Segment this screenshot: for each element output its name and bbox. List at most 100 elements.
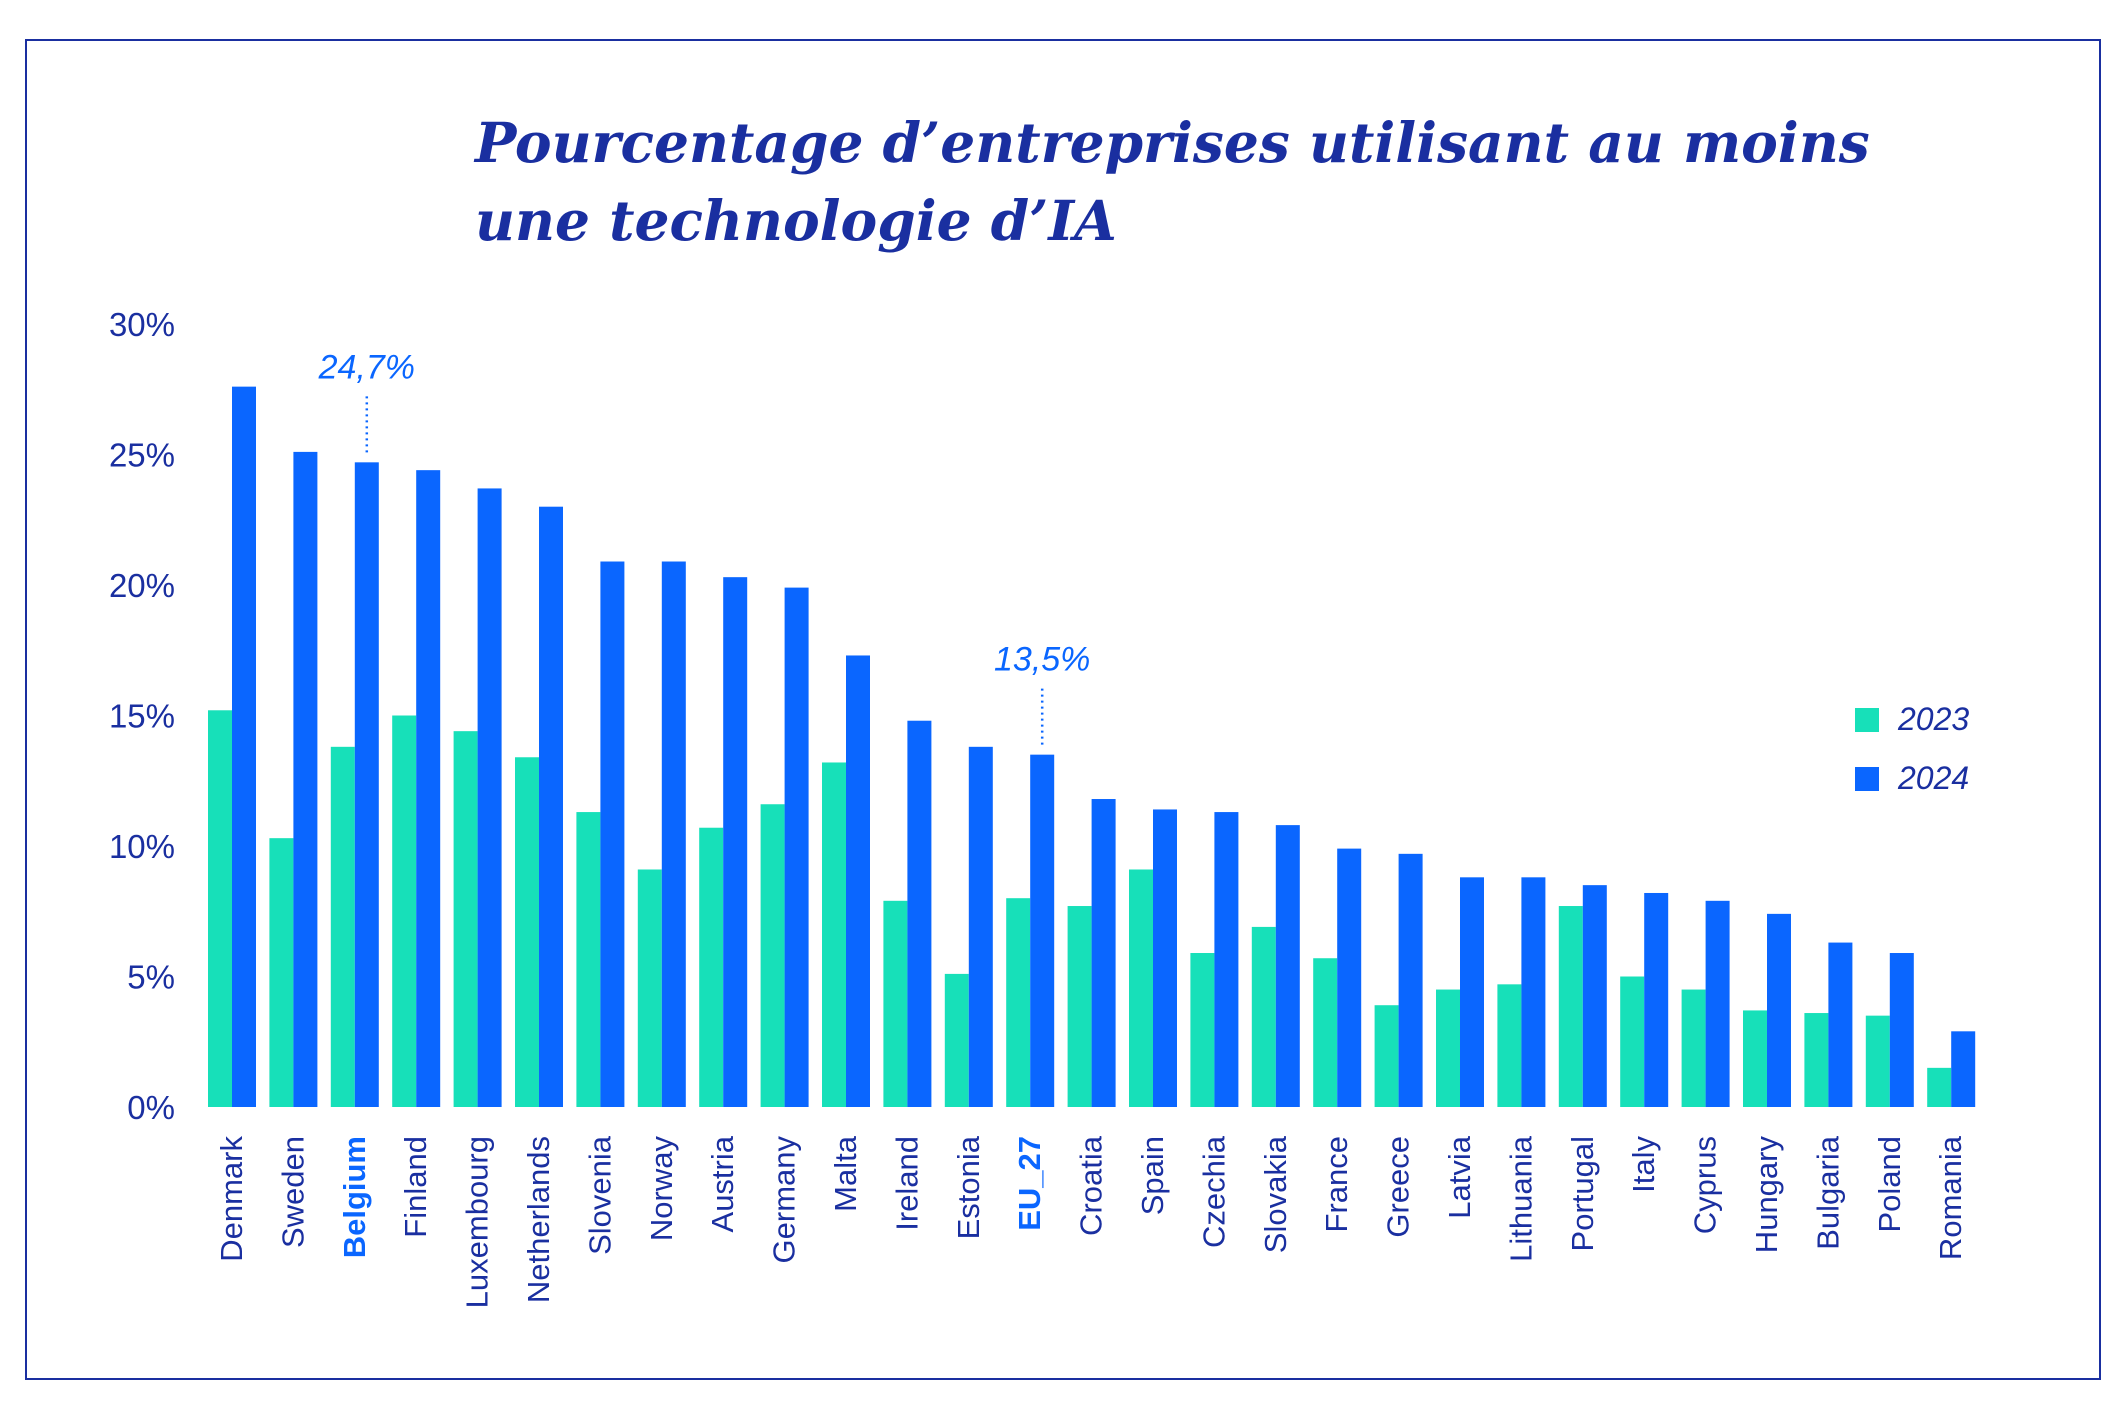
bar-2023-poland	[1865, 1015, 1890, 1107]
x-tick-label-norway: Norway	[644, 1136, 679, 1242]
bar-2024-luxembourg	[477, 488, 502, 1107]
x-tick-label-belgium: Belgium	[337, 1136, 372, 1258]
x-tick-label-poland: Poland	[1872, 1136, 1907, 1233]
bar-2023-portugal	[1558, 906, 1583, 1107]
bar-2023-latvia	[1436, 989, 1460, 1107]
bar-2023-spain	[1129, 869, 1153, 1107]
x-tick-label-germany: Germany	[767, 1136, 802, 1264]
bar-2023-estonia	[944, 973, 969, 1107]
bar-2023-belgium	[330, 746, 355, 1107]
bar-2023-cyprus	[1681, 989, 1706, 1107]
bar-2023-czechia	[1190, 953, 1215, 1107]
bar-2024-germany	[784, 587, 809, 1107]
x-tick-label-eu-27: EU_27	[1012, 1136, 1047, 1231]
x-tick-label-italy: Italy	[1626, 1136, 1661, 1193]
bar-2023-norway	[637, 869, 662, 1107]
bars	[208, 386, 1976, 1108]
bar-2024-denmark	[232, 386, 256, 1107]
legend-swatch-2023	[1855, 708, 1879, 732]
bar-2024-portugal	[1582, 885, 1607, 1107]
bar-2023-germany	[760, 804, 785, 1107]
x-tick-label-romania: Romania	[1933, 1135, 1968, 1260]
x-tick-label-austria: Austria	[705, 1135, 740, 1232]
bar-2024-bulgaria	[1828, 942, 1853, 1107]
bar-2023-eu-27	[1006, 898, 1031, 1107]
bar-2024-greece	[1398, 853, 1423, 1107]
bar-2023-lithuania	[1497, 984, 1522, 1107]
bar-2024-poland	[1889, 953, 1914, 1107]
bar-2023-denmark	[208, 710, 232, 1107]
x-tick-label-sweden: Sweden	[275, 1136, 310, 1248]
bar-2024-finland	[416, 470, 441, 1107]
bar-2023-sweden	[269, 838, 294, 1107]
x-tick-label-cyprus: Cyprus	[1688, 1136, 1723, 1234]
bar-2023-italy	[1620, 976, 1645, 1107]
legend: 2023 2024	[1855, 701, 1969, 796]
x-tick-label-estonia: Estonia	[951, 1135, 986, 1239]
bar-2024-malta	[846, 655, 870, 1107]
x-tick-label-greece: Greece	[1381, 1136, 1416, 1238]
bar-2024-slovenia	[600, 561, 625, 1107]
x-tick-label-slovenia: Slovenia	[582, 1135, 617, 1255]
x-tick-label-spain: Spain	[1135, 1136, 1170, 1215]
x-tick-label-bulgaria: Bulgaria	[1810, 1135, 1845, 1249]
bar-2023-austria	[699, 827, 724, 1107]
bar-2024-austria	[723, 577, 748, 1107]
annotation-label-eu-27: 13,5%	[994, 641, 1090, 679]
annotations: 24,7% 13,5%	[318, 348, 1090, 745]
x-tick-label-denmark: Denmark	[214, 1136, 249, 1262]
bar-2023-ireland	[883, 900, 908, 1107]
bar-2024-lithuania	[1521, 877, 1546, 1107]
y-tick-label-30: 30%	[109, 306, 175, 343]
x-tick-label-finland: Finland	[398, 1136, 433, 1238]
chart-title-line-1: Pourcentage d’entreprises utilisant au m…	[475, 110, 1870, 175]
bar-2023-luxembourg	[453, 731, 478, 1107]
y-tick-label-20: 20%	[109, 567, 175, 604]
x-tick-label-czechia: Czechia	[1196, 1135, 1231, 1248]
bar-2024-estonia	[968, 746, 993, 1107]
bar-2023-france	[1313, 958, 1338, 1107]
bar-2024-croatia	[1091, 799, 1116, 1107]
legend-label-2024: 2024	[1897, 760, 1969, 796]
bar-2023-hungary	[1743, 1010, 1767, 1107]
y-tick-label-10: 10%	[109, 828, 175, 865]
y-tick-label-15: 15%	[109, 698, 175, 735]
bar-2024-belgium	[354, 462, 379, 1108]
bar-2023-finland	[392, 715, 417, 1107]
annotation-label-belgium: 24,7%	[318, 348, 415, 386]
bar-2024-italy	[1644, 892, 1669, 1107]
bar-2024-norway	[661, 561, 686, 1107]
bar-2024-ireland	[907, 720, 932, 1107]
x-tick-label-malta: Malta	[828, 1135, 863, 1212]
bar-2024-czechia	[1214, 812, 1239, 1107]
x-tick-label-luxembourg: Luxembourg	[460, 1136, 495, 1308]
bar-2024-hungary	[1767, 913, 1791, 1107]
chart-frame	[25, 39, 2101, 1380]
bar-2023-slovenia	[576, 812, 601, 1107]
x-tick-label-lithuania: Lithuania	[1503, 1135, 1538, 1262]
x-tick-label-portugal: Portugal	[1565, 1136, 1600, 1251]
bar-2024-france	[1337, 848, 1362, 1107]
bar-2023-croatia	[1067, 906, 1092, 1107]
y-axis: 0% 5% 10% 15% 20% 25% 30%	[109, 306, 175, 1126]
legend-swatch-2024	[1855, 767, 1879, 791]
bar-2024-netherlands	[539, 506, 563, 1107]
x-tick-label-france: France	[1319, 1136, 1354, 1232]
x-tick-label-ireland: Ireland	[889, 1136, 924, 1231]
x-tick-label-croatia: Croatia	[1074, 1135, 1109, 1236]
y-tick-label-25: 25%	[109, 437, 175, 474]
x-tick-label-latvia: Latvia	[1442, 1135, 1477, 1218]
x-axis: Denmark Sweden Belgium Finland Luxembourg Net…	[214, 1135, 1968, 1308]
bar-2023-greece	[1374, 1005, 1399, 1107]
bar-2024-spain	[1153, 809, 1177, 1107]
y-tick-label-5: 5%	[127, 959, 175, 996]
bar-2024-romania	[1951, 1031, 1976, 1107]
bar-2023-malta	[822, 762, 846, 1107]
bar-2023-bulgaria	[1804, 1013, 1829, 1107]
x-tick-label-slovakia: Slovakia	[1258, 1135, 1293, 1253]
x-tick-label-netherlands: Netherlands	[521, 1136, 556, 1303]
bar-2024-latvia	[1460, 877, 1484, 1107]
bar-2023-slovakia	[1251, 926, 1276, 1107]
bar-2023-romania	[1927, 1067, 1952, 1107]
